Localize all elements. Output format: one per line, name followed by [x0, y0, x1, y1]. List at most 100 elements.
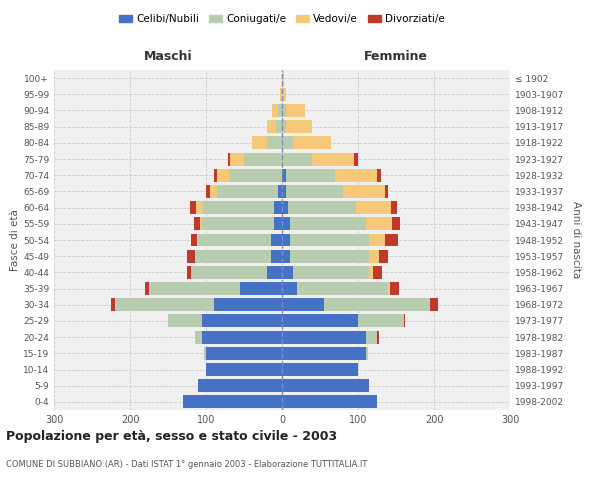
Text: Maschi: Maschi: [143, 50, 193, 63]
Bar: [370, 250, 379, 262]
Text: Femmine: Femmine: [364, 50, 428, 63]
Bar: [297, 282, 388, 295]
Bar: [370, 234, 385, 246]
Bar: [187, 250, 194, 262]
Bar: [373, 266, 382, 279]
Text: COMUNE DI SUBBIANO (AR) - Dati ISTAT 1° gennaio 2003 - Elaborazione TUTTITALIA.I: COMUNE DI SUBBIANO (AR) - Dati ISTAT 1° …: [6, 460, 367, 469]
Bar: [391, 201, 397, 214]
Bar: [271, 234, 282, 246]
Bar: [199, 234, 271, 246]
Text: Popolazione per età, sesso e stato civile - 2003: Popolazione per età, sesso e stato civil…: [6, 430, 337, 443]
Bar: [390, 282, 399, 295]
Bar: [206, 363, 282, 376]
Bar: [202, 218, 274, 230]
Bar: [282, 347, 365, 360]
Bar: [194, 330, 202, 344]
Y-axis label: Anni di nascita: Anni di nascita: [571, 202, 581, 278]
Bar: [274, 201, 282, 214]
Bar: [228, 152, 230, 166]
Bar: [145, 282, 149, 295]
Bar: [286, 169, 335, 181]
Bar: [286, 185, 343, 198]
Bar: [365, 218, 392, 230]
Bar: [230, 152, 244, 166]
Bar: [343, 185, 385, 198]
Bar: [356, 201, 391, 214]
Bar: [365, 347, 368, 360]
Bar: [358, 314, 404, 328]
Bar: [111, 298, 115, 311]
Bar: [278, 185, 282, 198]
Bar: [229, 169, 282, 181]
Bar: [282, 120, 286, 133]
Bar: [282, 250, 290, 262]
Bar: [214, 298, 282, 311]
Bar: [282, 266, 293, 279]
Bar: [278, 104, 282, 117]
Bar: [335, 169, 377, 181]
Bar: [293, 136, 331, 149]
Bar: [385, 234, 398, 246]
Bar: [324, 298, 430, 311]
Bar: [168, 314, 202, 328]
Bar: [282, 136, 293, 149]
Bar: [388, 282, 390, 295]
Bar: [149, 282, 240, 295]
Bar: [370, 266, 373, 279]
Bar: [202, 201, 274, 214]
Bar: [282, 363, 358, 376]
Bar: [240, 282, 282, 295]
Bar: [377, 330, 379, 344]
Bar: [205, 347, 206, 360]
Bar: [206, 347, 282, 360]
Bar: [280, 88, 282, 101]
Bar: [200, 218, 202, 230]
Bar: [430, 298, 438, 311]
Legend: Celibi/Nubili, Coniugati/e, Vedovi/e, Divorziati/e: Celibi/Nubili, Coniugati/e, Vedovi/e, Di…: [115, 10, 449, 29]
Bar: [282, 234, 290, 246]
Bar: [272, 104, 278, 117]
Bar: [385, 185, 388, 198]
Bar: [354, 152, 358, 166]
Bar: [202, 314, 282, 328]
Bar: [282, 282, 297, 295]
Bar: [190, 201, 196, 214]
Bar: [286, 104, 305, 117]
Bar: [271, 250, 282, 262]
Bar: [267, 136, 282, 149]
Bar: [244, 152, 282, 166]
Bar: [290, 234, 370, 246]
Bar: [274, 218, 282, 230]
Bar: [282, 396, 377, 408]
Bar: [286, 120, 313, 133]
Bar: [282, 298, 324, 311]
Bar: [282, 152, 313, 166]
Bar: [365, 330, 377, 344]
Bar: [267, 120, 276, 133]
Bar: [183, 396, 282, 408]
Bar: [282, 379, 370, 392]
Bar: [276, 120, 282, 133]
Bar: [210, 185, 217, 198]
Bar: [199, 379, 282, 392]
Bar: [197, 234, 199, 246]
Bar: [379, 250, 388, 262]
Bar: [282, 330, 365, 344]
Bar: [282, 72, 284, 85]
Bar: [194, 250, 271, 262]
Bar: [282, 201, 288, 214]
Bar: [251, 136, 267, 149]
Bar: [282, 104, 286, 117]
Bar: [282, 314, 358, 328]
Bar: [267, 266, 282, 279]
Bar: [404, 314, 405, 328]
Bar: [392, 218, 400, 230]
Bar: [290, 250, 370, 262]
Bar: [202, 330, 282, 344]
Bar: [288, 201, 356, 214]
Bar: [282, 185, 286, 198]
Bar: [290, 218, 365, 230]
Bar: [206, 185, 210, 198]
Bar: [194, 218, 200, 230]
Bar: [191, 234, 197, 246]
